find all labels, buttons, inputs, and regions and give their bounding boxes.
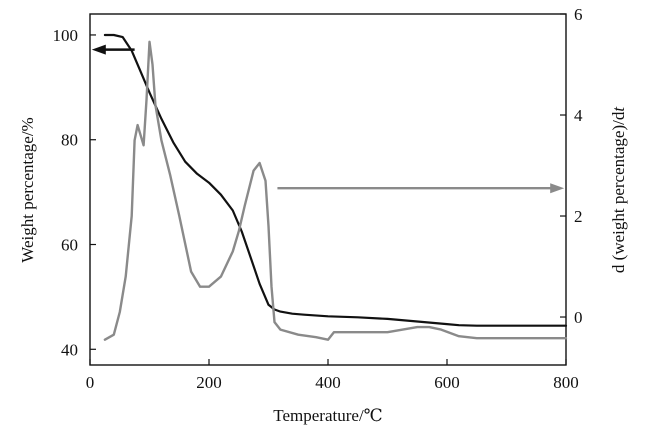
x-tick-label: 0 bbox=[86, 373, 95, 392]
weight-series-line bbox=[103, 33, 568, 327]
right-axis-arrow-head bbox=[550, 183, 565, 194]
y-right-label-main: d (weight percentage)/d bbox=[609, 111, 628, 273]
left-axis-arrow-head bbox=[91, 44, 106, 55]
y-left-tick-label: 40 bbox=[61, 340, 78, 359]
y-left-axis-label: Weight percentage/% bbox=[18, 117, 37, 262]
y-right-tick-label: 0 bbox=[574, 308, 583, 327]
x-tick-label: 600 bbox=[434, 373, 460, 392]
series-lines bbox=[103, 33, 568, 341]
x-tick-label: 800 bbox=[553, 373, 579, 392]
y-left-tick-label: 80 bbox=[61, 131, 78, 150]
axis-ticks bbox=[89, 13, 567, 365]
dtg-series-line bbox=[103, 40, 568, 341]
y-left-tick-label: 100 bbox=[53, 26, 79, 45]
x-tick-label: 400 bbox=[315, 373, 341, 392]
y-left-tick-label: 60 bbox=[61, 236, 78, 255]
y-right-label-italic: t bbox=[609, 106, 628, 112]
axis-arrows bbox=[91, 44, 565, 194]
y-right-tick-label: 4 bbox=[574, 106, 583, 125]
y-right-axis-label: d (weight percentage)/dt bbox=[609, 106, 628, 273]
tick-labels: 0 200 400 600 800 40 60 80 100 0 2 4 6 bbox=[53, 5, 584, 392]
y-right-tick-label: 6 bbox=[574, 5, 583, 24]
plot-frame bbox=[89, 13, 567, 366]
x-tick-label: 200 bbox=[196, 373, 222, 392]
y-right-tick-label: 2 bbox=[574, 207, 583, 226]
x-axis-label: Temperature/℃ bbox=[273, 406, 382, 425]
